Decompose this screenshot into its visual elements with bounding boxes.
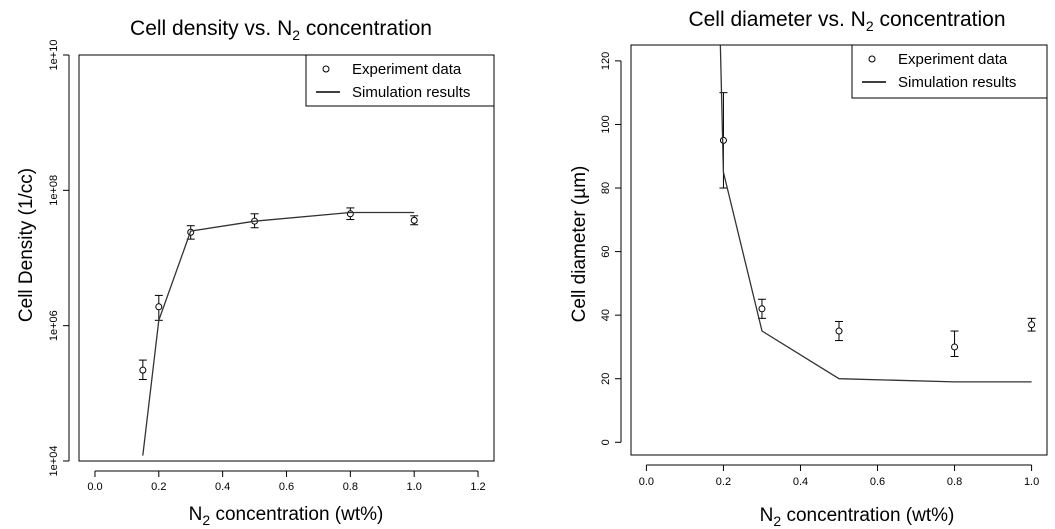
data-point-marker — [139, 366, 147, 374]
y-tick-label: 20 — [600, 373, 612, 385]
legend-marker-experiment — [322, 65, 330, 73]
chart-title: Cell diameter vs. N2 concentration — [688, 8, 1005, 34]
data-point-marker — [758, 305, 766, 313]
x-tick-label: 0.0 — [87, 481, 102, 493]
y-tick-label: 120 — [600, 52, 612, 70]
y-tick-label: 0 — [600, 439, 612, 445]
simulation-line — [719, 45, 1032, 383]
legend-label-experiment: Experiment data — [352, 61, 462, 78]
x-axis-title: N2 concentration (wt%) — [189, 504, 384, 528]
data-point-marker — [410, 216, 418, 224]
experiment-point — [835, 321, 843, 342]
chart-title: Cell density vs. N2 concentration — [130, 17, 432, 43]
y-tick-label: 100 — [600, 115, 612, 133]
y-tick-label: 1e+08 — [48, 175, 60, 206]
legend-marker-experiment — [868, 55, 876, 63]
y-axis-title: Cell diameter (µm) — [569, 166, 590, 323]
legend-label-experiment: Experiment data — [898, 51, 1008, 68]
plot-area — [719, 45, 1036, 383]
x-tick-label: 0.6 — [279, 481, 294, 493]
simulation-line — [142, 211, 415, 456]
chart-panel-1: 0.0 0.2 0.4 0.6 0.8 1.0 1.2 1e+04 1e+06 1e+08 1e+1… — [16, 40, 495, 493]
data-point-marker — [835, 327, 843, 335]
experiment-point — [950, 330, 959, 357]
chart-panel-2: 0.0 0.2 0.4 0.6 0.8 1.0 0 20 40 60 80 100 120 Cell di… — [569, 44, 1048, 488]
x-tick-label: 1.0 — [1024, 476, 1039, 488]
plot-frame — [630, 44, 1048, 456]
legend-label-simulation: Simulation results — [352, 84, 470, 101]
x-tick-label: 1.2 — [470, 481, 485, 493]
data-point-marker — [346, 210, 354, 218]
legend-box — [851, 44, 1048, 99]
x-tick-label: 1.0 — [407, 481, 422, 493]
y-tick-label: 40 — [600, 309, 612, 321]
data-point-marker — [951, 343, 959, 351]
experiment-point — [154, 294, 163, 321]
x-tick-label: 0.4 — [215, 481, 230, 493]
legend: Experiment data Simulation results — [305, 54, 495, 107]
x-tick-label: 0.2 — [716, 476, 731, 488]
x-axis-title: N2 concentration (wt%) — [760, 505, 955, 529]
y-axis-title: Cell Density (1/cc) — [16, 168, 37, 322]
y-tick-label: 1e+10 — [48, 40, 60, 71]
data-point-marker — [719, 136, 727, 144]
x-tick-label: 0.0 — [639, 476, 654, 488]
legend-label-simulation: Simulation results — [898, 74, 1016, 91]
experiment-point — [757, 298, 766, 319]
experiment-point — [138, 359, 147, 381]
experiment-point — [1027, 317, 1036, 332]
plot-area — [138, 207, 419, 456]
x-tick-label: 0.2 — [151, 481, 166, 493]
y-tick-label: 60 — [600, 245, 612, 257]
plot-frame — [78, 54, 495, 462]
x-tick-label: 0.6 — [870, 476, 885, 488]
y-tick-label: 80 — [600, 182, 612, 194]
y-tick-label: 1e+06 — [48, 310, 60, 341]
data-point-marker — [155, 303, 163, 311]
y-tick-label: 1e+04 — [48, 446, 60, 477]
x-tick-label: 0.8 — [343, 481, 358, 493]
experiment-point — [410, 215, 419, 226]
x-tick-label: 0.4 — [793, 476, 808, 488]
legend: Experiment data Simulation results — [851, 44, 1048, 99]
data-point-marker — [1028, 321, 1036, 329]
x-tick-label: 0.8 — [947, 476, 962, 488]
legend-box — [305, 54, 495, 107]
experiment-point — [346, 207, 355, 221]
